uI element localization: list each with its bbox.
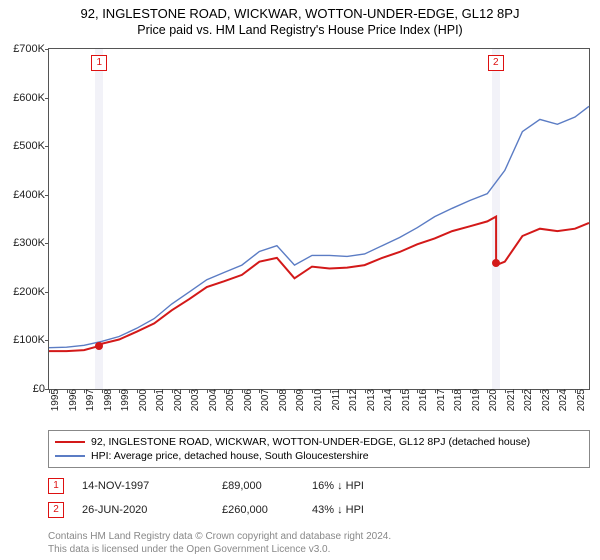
- chart-plot: £0£100K£200K£300K£400K£500K£600K£700K199…: [48, 48, 590, 390]
- sale-row-2: 2 26-JUN-2020 £260,000 43% ↓ HPI: [48, 502, 590, 518]
- legend-row: HPI: Average price, detached house, Sout…: [55, 449, 583, 463]
- x-tick-label: 2008: [275, 389, 289, 411]
- x-tick-label: 2007: [257, 389, 271, 411]
- x-tick-label: 2024: [555, 389, 569, 411]
- x-tick-label: 1996: [65, 389, 79, 411]
- sale-dot: [95, 342, 103, 350]
- y-tick-label: £300K: [13, 237, 49, 249]
- y-tick-label: £200K: [13, 286, 49, 298]
- x-tick-label: 2000: [135, 389, 149, 411]
- x-tick-label: 2011: [328, 389, 342, 411]
- sale-number-box: 2: [488, 55, 504, 71]
- x-tick-label: 2018: [450, 389, 464, 411]
- x-tick-label: 2017: [433, 389, 447, 411]
- chart-title-subtitle: Price paid vs. HM Land Registry's House …: [0, 21, 600, 41]
- x-tick-label: 2010: [310, 389, 324, 411]
- chart-title-address: 92, INGLESTONE ROAD, WICKWAR, WOTTON-UND…: [0, 0, 600, 21]
- y-tick-label: £700K: [13, 43, 49, 55]
- x-tick-label: 1995: [47, 389, 61, 411]
- sale-date-2: 26-JUN-2020: [82, 504, 222, 516]
- x-tick-label: 2020: [485, 389, 499, 411]
- x-tick-label: 2003: [187, 389, 201, 411]
- x-tick-label: 2016: [415, 389, 429, 411]
- footer-attribution: Contains HM Land Registry data © Crown c…: [48, 530, 590, 556]
- y-tick-label: £500K: [13, 140, 49, 152]
- x-tick-label: 2005: [222, 389, 236, 411]
- chart-area: £0£100K£200K£300K£400K£500K£600K£700K199…: [48, 48, 590, 418]
- x-tick-label: 2023: [538, 389, 552, 411]
- x-tick-label: 2019: [468, 389, 482, 411]
- x-tick-label: 2006: [240, 389, 254, 411]
- y-tick-label: £400K: [13, 189, 49, 201]
- sale-pct-2: 43% ↓ HPI: [312, 504, 402, 516]
- sale-dot: [492, 259, 500, 267]
- sale-price-1: £89,000: [222, 480, 312, 492]
- sale-marker-1: 1: [48, 478, 64, 494]
- x-tick-label: 2022: [520, 389, 534, 411]
- x-tick-label: 2009: [292, 389, 306, 411]
- x-tick-label: 2002: [170, 389, 184, 411]
- legend-swatch: [55, 441, 85, 443]
- legend-label: 92, INGLESTONE ROAD, WICKWAR, WOTTON-UND…: [91, 436, 530, 448]
- legend-row: 92, INGLESTONE ROAD, WICKWAR, WOTTON-UND…: [55, 435, 583, 449]
- y-tick-label: £600K: [13, 92, 49, 104]
- x-tick-label: 2013: [363, 389, 377, 411]
- sale-price-2: £260,000: [222, 504, 312, 516]
- y-tick-label: £100K: [13, 334, 49, 346]
- x-tick-label: 1998: [100, 389, 114, 411]
- x-tick-label: 1997: [82, 389, 96, 411]
- chart-lines-svg: [49, 49, 589, 389]
- legend: 92, INGLESTONE ROAD, WICKWAR, WOTTON-UND…: [48, 430, 590, 468]
- x-tick-label: 2004: [205, 389, 219, 411]
- series-hpi: [49, 106, 589, 347]
- sale-row-1: 1 14-NOV-1997 £89,000 16% ↓ HPI: [48, 478, 590, 494]
- sale-pct-1: 16% ↓ HPI: [312, 480, 402, 492]
- x-tick-label: 2025: [573, 389, 587, 411]
- x-tick-label: 2015: [398, 389, 412, 411]
- sale-marker-2: 2: [48, 502, 64, 518]
- legend-label: HPI: Average price, detached house, Sout…: [91, 450, 369, 462]
- x-tick-label: 1999: [117, 389, 131, 411]
- legend-swatch: [55, 455, 85, 456]
- sale-number-box: 1: [91, 55, 107, 71]
- x-tick-label: 2012: [345, 389, 359, 411]
- x-tick-label: 2021: [503, 389, 517, 411]
- x-tick-label: 2014: [380, 389, 394, 411]
- x-tick-label: 2001: [152, 389, 166, 411]
- sale-date-1: 14-NOV-1997: [82, 480, 222, 492]
